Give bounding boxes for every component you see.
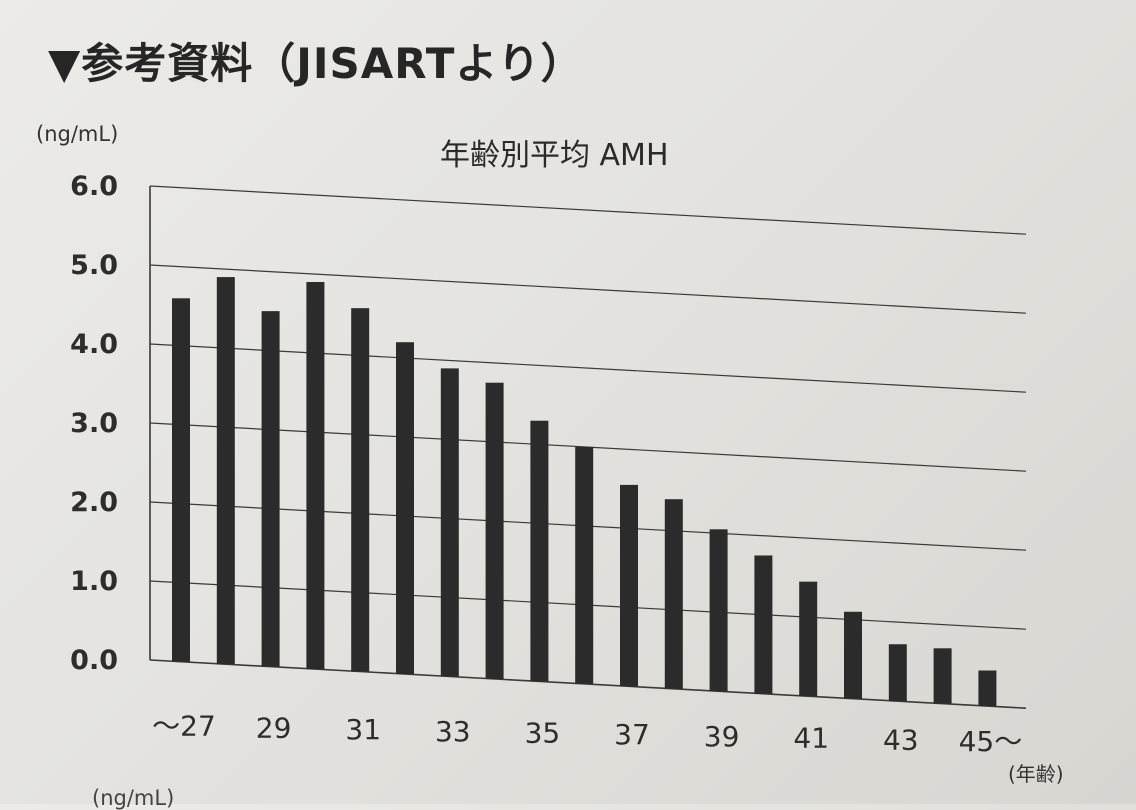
gridline <box>149 343 1027 393</box>
x-axis-unit-label: (年齢) <box>1008 762 1064 786</box>
x-tick-labels: 〜27 29 31 33 35 37 39 41 43 45〜 <box>152 710 1022 759</box>
y-tick-label: 0.0 <box>70 645 118 676</box>
y-tick-label: 3.0 <box>70 408 118 439</box>
bar-35 <box>530 420 549 682</box>
y-tick-label: 2.0 <box>70 487 118 518</box>
x-tick-label: 39 <box>704 720 740 753</box>
bar-〜27 <box>172 298 190 662</box>
x-tick-label: 31 <box>345 713 381 746</box>
bar-layer <box>172 277 997 707</box>
x-tick-label: 41 <box>793 722 829 755</box>
bar-32 <box>396 342 414 675</box>
x-tick-label: 35 <box>525 716 561 749</box>
x-tick-label: 37 <box>614 718 650 751</box>
gridline <box>149 185 1027 235</box>
bar-37 <box>620 484 638 687</box>
bar-42 <box>844 611 862 699</box>
bar-30 <box>306 281 325 670</box>
y-tick-label: 1.0 <box>70 566 118 597</box>
gridline <box>149 264 1027 314</box>
bar-43 <box>888 644 907 702</box>
y-tick-label: 5.0 <box>70 250 118 281</box>
cropped-unit-label: (ng/mL) <box>92 786 175 810</box>
y-axis-unit-label: (ng/mL) <box>36 122 119 146</box>
bar-41 <box>799 581 818 697</box>
chart-title: 年齢別平均 AMH <box>440 138 669 173</box>
bar-38 <box>664 499 683 689</box>
x-tick-label: 〜27 <box>152 710 216 743</box>
x-tick-label: 33 <box>435 715 471 748</box>
x-tick-label: 29 <box>256 711 292 744</box>
bar-40 <box>754 555 773 694</box>
bar-44 <box>933 648 952 704</box>
bar-36 <box>575 446 594 684</box>
x-axis-line <box>149 659 1027 709</box>
x-tick-label: 43 <box>883 723 919 756</box>
section-heading: ▼参考資料（JISARTより） <box>48 39 584 88</box>
bar-28 <box>216 277 235 665</box>
axis-layer <box>149 186 1027 709</box>
y-tick-label: 6.0 <box>70 171 118 202</box>
bar-39 <box>709 529 728 692</box>
bar-45〜 <box>978 670 997 707</box>
bar-31 <box>351 308 370 672</box>
bar-34 <box>485 382 504 679</box>
x-tick-label: 45〜 <box>959 725 1023 758</box>
y-tick-label: 4.0 <box>70 329 118 360</box>
y-tick-labels: 0.0 1.0 2.0 3.0 4.0 5.0 6.0 <box>70 171 118 676</box>
bar-29 <box>261 311 280 667</box>
grid-layer <box>149 185 1027 630</box>
bar-33 <box>440 368 459 677</box>
